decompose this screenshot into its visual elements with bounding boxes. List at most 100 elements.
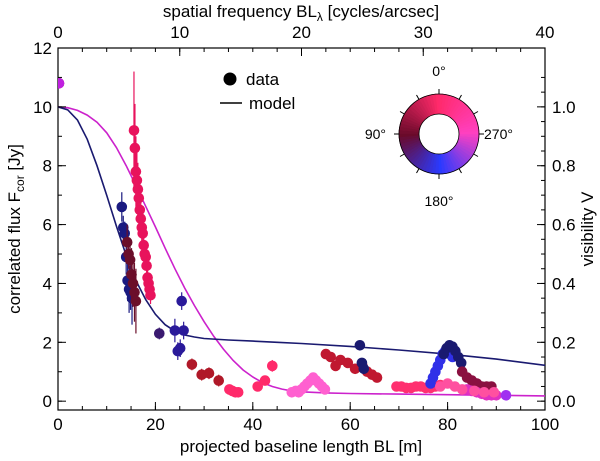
position-angle-wheel: 0° 90° 180° 270° — [365, 63, 513, 209]
y-right-axis-title: visibility V — [578, 191, 597, 266]
data-point — [154, 328, 165, 339]
data-point — [121, 236, 133, 248]
wheel-tick — [473, 111, 479, 115]
y-right-tick-label: 1.0 — [552, 98, 576, 117]
wheel-inner-hole — [418, 113, 460, 155]
y-left-axis-title: correlated flux Fcor [Jy] — [5, 144, 27, 314]
wheel-tick — [416, 168, 420, 174]
data-point — [455, 357, 467, 369]
data-point — [371, 372, 383, 383]
data-point — [129, 287, 140, 298]
wheel-label-0: 0° — [432, 63, 445, 79]
y-right-tick-labels: 0.0 0.2 0.4 0.6 0.8 1.0 — [552, 98, 576, 411]
data-point — [126, 269, 137, 280]
data-point — [140, 251, 151, 263]
data-point — [130, 166, 142, 177]
x-top-axis-title-sub: λ — [317, 10, 323, 24]
data-point — [134, 204, 146, 216]
x-bottom-tick-label: 60 — [341, 415, 360, 434]
data-point — [58, 78, 65, 89]
y-left-axis-title-main: correlated flux F — [5, 192, 24, 314]
data-point — [133, 192, 145, 204]
y-left-tick-label: 2 — [43, 333, 52, 352]
data-point — [203, 367, 215, 379]
data-point — [456, 384, 468, 395]
wheel-ticks — [394, 89, 484, 179]
data-point — [169, 325, 181, 336]
data-point — [500, 390, 512, 401]
x-top-axis-title: spatial frequency BLλ [cycles/arcsec] — [163, 2, 439, 24]
data-point — [319, 384, 331, 395]
data-point — [116, 201, 128, 213]
legend: data model — [220, 70, 295, 113]
x-bottom-tick-label: 0 — [53, 415, 62, 434]
x-top-tick-label: 10 — [170, 23, 189, 42]
x-bottom-tick-label: 20 — [146, 415, 165, 434]
legend-label-data: data — [246, 70, 280, 89]
wheel-label-90: 90° — [365, 126, 386, 142]
data-point — [342, 357, 354, 369]
data-point — [325, 351, 337, 363]
legend-data-marker — [223, 72, 237, 86]
axis-ticks — [57, 47, 546, 410]
data-point — [130, 295, 142, 307]
y-left-axis-title-sub: cor — [13, 175, 27, 192]
data-point — [138, 239, 149, 251]
data-point — [128, 125, 140, 136]
y-left-axis-title-tail: [Jy] — [5, 144, 24, 175]
data-point — [186, 359, 198, 370]
data-point — [469, 385, 480, 397]
x-top-axis-title-tail: [cycles/arcsec] — [323, 2, 439, 21]
plot-frame — [57, 47, 546, 411]
x-top-tick-labels: 0 10 20 30 40 — [53, 23, 554, 42]
data-point — [176, 295, 187, 307]
x-top-tick-label: 0 — [53, 23, 62, 42]
y-right-tick-label: 0.4 — [552, 274, 576, 293]
data-point — [354, 340, 366, 351]
data-point — [267, 360, 278, 372]
y-right-tick-label: 0.8 — [552, 157, 576, 176]
data-point — [232, 387, 244, 398]
data-point — [137, 228, 148, 239]
y-left-tick-label: 6 — [43, 216, 52, 235]
data-point — [358, 363, 370, 375]
y-right-tick-label: 0.2 — [552, 333, 576, 352]
data-point — [131, 175, 143, 186]
x-top-axis-title-main: spatial frequency BL — [163, 2, 317, 21]
x-top-tick-label: 40 — [536, 23, 555, 42]
data-point — [132, 184, 144, 195]
data-point — [478, 387, 490, 398]
x-bottom-tick-label: 40 — [243, 415, 262, 434]
x-bottom-tick-labels: 0 20 40 60 80 100 — [53, 415, 559, 434]
x-bottom-tick-label: 100 — [531, 415, 559, 434]
y-left-tick-label: 10 — [33, 98, 52, 117]
data-point — [124, 254, 136, 266]
data-point — [135, 213, 147, 224]
data-point — [252, 381, 263, 392]
y-right-tick-label: 0.6 — [552, 216, 576, 235]
data-point — [178, 325, 189, 336]
y-left-tick-label: 12 — [33, 39, 52, 58]
wheel-tick — [458, 168, 462, 174]
data-point — [259, 375, 271, 386]
y-right-tick-label: 0.0 — [552, 392, 576, 411]
data-points — [58, 71, 512, 401]
x-top-tick-label: 30 — [414, 23, 433, 42]
data-point — [213, 375, 224, 386]
data-point — [488, 387, 500, 398]
wheel-tick — [473, 153, 479, 157]
x-bottom-axis-title: projected baseline length BL [m] — [180, 437, 422, 456]
data-point — [127, 278, 139, 289]
wheel-tick — [416, 94, 420, 100]
y-left-tick-labels: 0 2 4 6 8 10 12 — [33, 39, 52, 411]
wheel-tick — [458, 94, 462, 100]
wheel-label-180: 180° — [425, 193, 454, 209]
legend-label-model: model — [249, 94, 295, 113]
wheel-tick — [399, 153, 405, 157]
data-point — [129, 142, 141, 154]
data-point — [174, 342, 186, 354]
y-left-tick-label: 0 — [43, 392, 52, 411]
wheel-label-270: 270° — [484, 126, 513, 142]
y-left-tick-label: 8 — [43, 157, 52, 176]
